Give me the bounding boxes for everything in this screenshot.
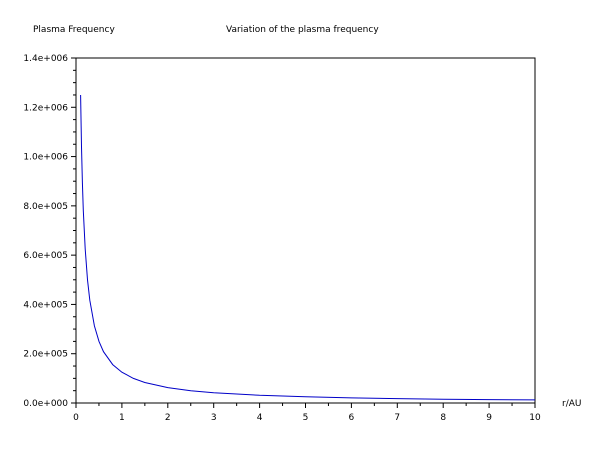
x-tick-label: 10	[529, 413, 541, 423]
y-axis-label: Plasma Frequency	[33, 25, 115, 35]
x-tick-label: 0	[73, 413, 79, 423]
x-tick-label: 3	[211, 413, 217, 423]
y-tick-label: 1.0e+006	[23, 153, 68, 163]
x-tick-label: 8	[440, 413, 446, 423]
y-tick-label: 1.2e+006	[23, 103, 68, 113]
y-tick-label: 6.0e+005	[23, 251, 68, 261]
y-tick-label: 1.4e+006	[23, 54, 68, 64]
x-tick-label: 4	[257, 413, 263, 423]
x-tick-label: 7	[394, 413, 400, 423]
x-axis-ticks: 0 1 2 3 4 5 6 7 8 9 10	[73, 403, 541, 423]
y-tick-label: 4.0e+005	[23, 300, 68, 310]
chart-title: Variation of the plasma frequency	[226, 25, 379, 35]
series-line	[80, 94, 536, 401]
x-tick-label: 9	[486, 413, 492, 423]
series-layer	[80, 94, 536, 401]
y-tick-label: 0.0e+000	[23, 399, 68, 409]
x-tick-label: 2	[165, 413, 171, 423]
x-tick-label: 1	[119, 413, 125, 423]
y-tick-label: 2.0e+005	[23, 350, 68, 360]
x-axis-label: r/AU	[562, 399, 581, 409]
y-tick-label: 8.0e+005	[23, 202, 68, 212]
x-tick-label: 5	[303, 413, 309, 423]
plot-frame	[75, 57, 536, 404]
y-axis-ticks: 0.0e+000 2.0e+005 4.0e+005 6.0e+005 8.0e+005…	[23, 54, 76, 409]
x-tick-label: 6	[349, 413, 355, 423]
